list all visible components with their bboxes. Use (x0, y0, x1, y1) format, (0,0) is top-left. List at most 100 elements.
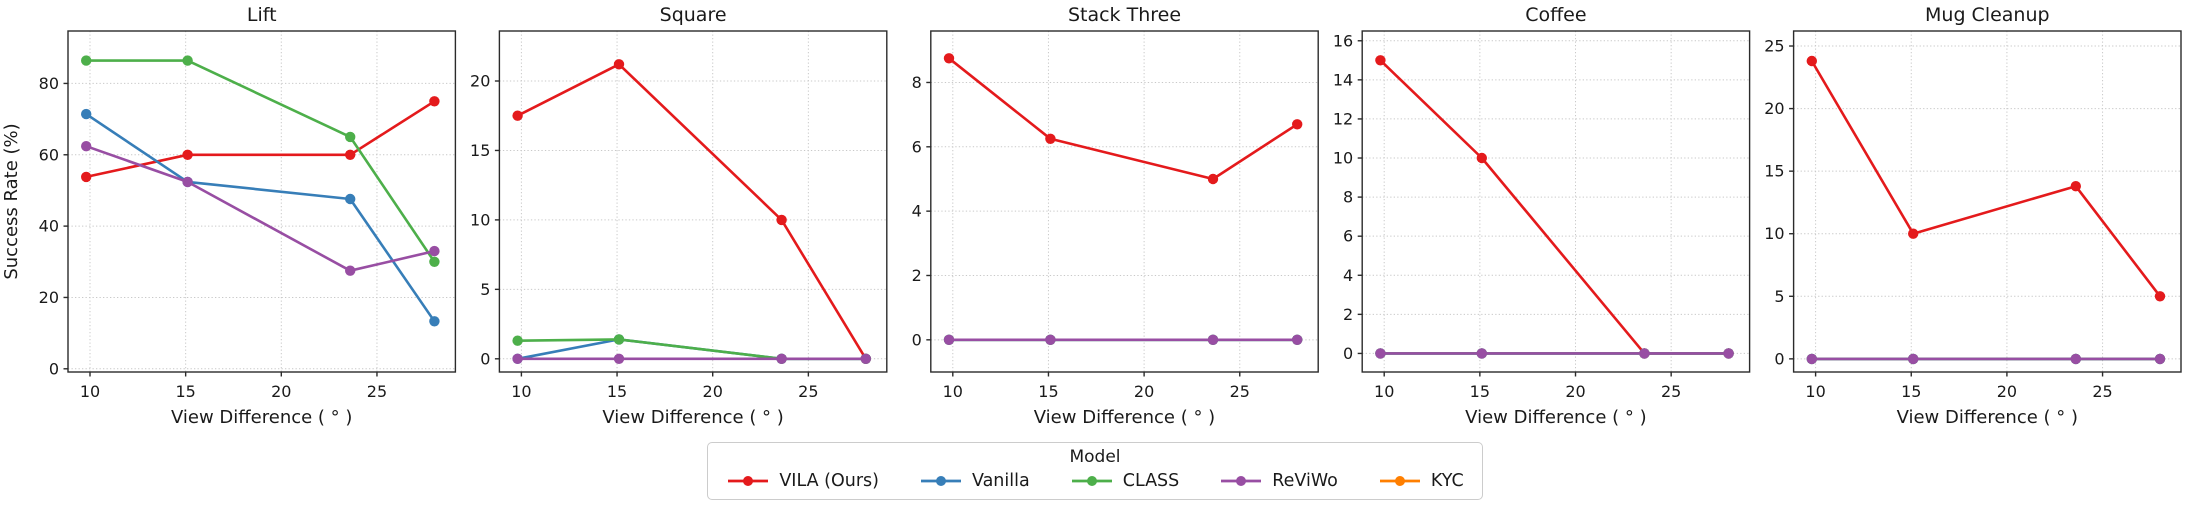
y-tick-label: 6 (1343, 227, 1353, 246)
series-line-class (86, 59, 436, 263)
axis-ticks (1789, 45, 2104, 377)
gridlines (499, 31, 887, 372)
series-markers-reviwo (512, 353, 871, 364)
y-tick-label: 0 (1343, 344, 1353, 363)
x-axis-label: View Difference ( ° ) (1897, 407, 2078, 428)
subplot-title: Coffee (1525, 4, 1586, 26)
tick-labels: 10 15 20 25 0 20 40 60 80 (39, 74, 388, 401)
legend: Model VILA (Ours) Vanilla CLASS ReViWo KYC (707, 442, 1483, 500)
axis-ticks (926, 81, 1241, 377)
legend-item-kyc: KYC (1378, 470, 1464, 492)
x-tick-label: 20 (703, 382, 723, 401)
x-tick-label: 20 (271, 382, 291, 401)
x-tick-label: 10 (1374, 382, 1394, 401)
plot-border (498, 30, 888, 373)
subplot-title: Stack Three (1068, 4, 1181, 26)
y-tick-label: 2 (1343, 305, 1353, 324)
legend-item-reviwo: ReViWo (1219, 470, 1338, 492)
x-tick-label: 25 (367, 382, 387, 401)
legend-item-label: KYC (1430, 471, 1464, 491)
series-markers-reviwo (1806, 353, 2166, 365)
legend-item-label: VILA (Ours) (779, 471, 879, 491)
y-tick-label: 10 (470, 210, 490, 229)
x-tick-label: 15 (1038, 382, 1058, 401)
series-markers-vila-ours (943, 53, 1303, 185)
legend-line-swatch-icon (1221, 476, 1262, 486)
tick-labels: 10 15 20 25 0 2 4 6 8 (912, 73, 1250, 401)
x-tick-label: 10 (511, 382, 531, 401)
subplot-lift: 10 15 20 25 0 20 40 60 80 Lift View Difference ( °… (1, 4, 457, 428)
x-tick-label: 25 (1661, 382, 1681, 401)
y-tick-label: 40 (39, 217, 59, 236)
x-tick-label: 15 (175, 382, 195, 401)
gridlines (1362, 31, 1750, 372)
plot-border (1792, 30, 2182, 373)
y-tick-label: 10 (1764, 224, 1784, 243)
y-tick-label: 20 (1764, 99, 1784, 118)
gridlines (1793, 31, 2181, 372)
y-tick-label: 2 (912, 266, 922, 285)
y-tick-label: 5 (480, 280, 490, 299)
series-line-vila-ours (85, 100, 436, 179)
y-tick-label: 25 (1764, 37, 1784, 56)
x-tick-label: 20 (1134, 382, 1154, 401)
x-tick-label: 20 (1565, 382, 1585, 401)
x-tick-label: 25 (798, 382, 818, 401)
plot-border (930, 30, 1319, 373)
series-markers-vila-ours (1806, 55, 2166, 302)
legend-item-vila-ours: VILA (Ours) (726, 470, 879, 492)
legend-line-swatch-icon (1379, 476, 1420, 486)
series-line-vila-ours (1810, 60, 2162, 298)
subplot-title: Square (660, 4, 727, 26)
tick-labels: 10 15 20 25 0 5 10 15 20 25 (1764, 37, 2113, 401)
y-axis-label: Success Rate (%) (1, 123, 22, 279)
plot-border (67, 30, 457, 373)
y-tick-label: 16 (1333, 31, 1353, 50)
series-markers-vila-ours (81, 96, 440, 183)
legend-title: Model (1069, 447, 1121, 467)
x-tick-label: 25 (2092, 382, 2112, 401)
y-tick-label: 4 (1343, 266, 1353, 285)
subplot-mug-cleanup: 10 15 20 25 0 5 10 15 20 25 Mug Cleanup View Differ… (1764, 4, 2182, 428)
y-tick-label: 8 (1343, 188, 1353, 207)
series-markers-class (81, 55, 440, 267)
x-tick-label: 25 (1230, 382, 1250, 401)
x-tick-label: 15 (1470, 382, 1490, 401)
x-axis-label: View Difference ( ° ) (602, 407, 783, 428)
legend-item-label: Vanilla (971, 471, 1030, 491)
y-tick-label: 6 (912, 137, 922, 156)
legend-entries: VILA (Ours) Vanilla CLASS ReViWo KYC (726, 470, 1464, 492)
subplot-title: Mug Cleanup (1925, 4, 2050, 26)
y-tick-label: 20 (39, 288, 59, 307)
series-markers-reviwo (1375, 348, 1734, 359)
series-line-vanilla (85, 113, 436, 323)
x-axis-label: View Difference ( ° ) (1034, 407, 1215, 428)
y-tick-label: 14 (1333, 70, 1353, 89)
legend-line-swatch-icon (1071, 476, 1112, 486)
x-tick-label: 15 (607, 382, 627, 401)
axis-ticks (63, 82, 378, 377)
tick-labels: 10 15 20 25 0 2 4 6 8 10 12 14 16 (1333, 31, 1682, 401)
x-axis-label: View Difference ( ° ) (171, 407, 352, 428)
subplot-coffee: 10 15 20 25 0 2 4 6 8 10 12 14 16 Coffee View Differen… (1333, 4, 1751, 428)
gridlines (68, 31, 456, 372)
x-tick-label: 20 (1997, 382, 2017, 401)
x-tick-label: 10 (80, 382, 100, 401)
legend-item-vanilla: Vanilla (919, 470, 1030, 492)
axis-ticks (494, 80, 810, 377)
subplot-stack-three: 10 15 20 25 0 2 4 6 8 Stack Three View Difference … (912, 4, 1319, 428)
legend-line-swatch-icon (920, 476, 961, 486)
y-tick-label: 15 (1764, 162, 1784, 181)
subplot-square: 10 15 20 25 0 5 10 15 20 Square View Difference ( … (470, 4, 888, 428)
y-tick-label: 0 (912, 330, 922, 349)
series-markers-reviwo (81, 141, 440, 276)
y-tick-label: 60 (39, 145, 59, 164)
y-tick-label: 80 (39, 74, 59, 93)
x-tick-label: 15 (1901, 382, 1921, 401)
series-line-vila-ours (517, 63, 867, 360)
y-tick-label: 0 (480, 349, 490, 368)
axis-ticks (1357, 40, 1672, 377)
y-tick-label: 5 (1774, 287, 1784, 306)
